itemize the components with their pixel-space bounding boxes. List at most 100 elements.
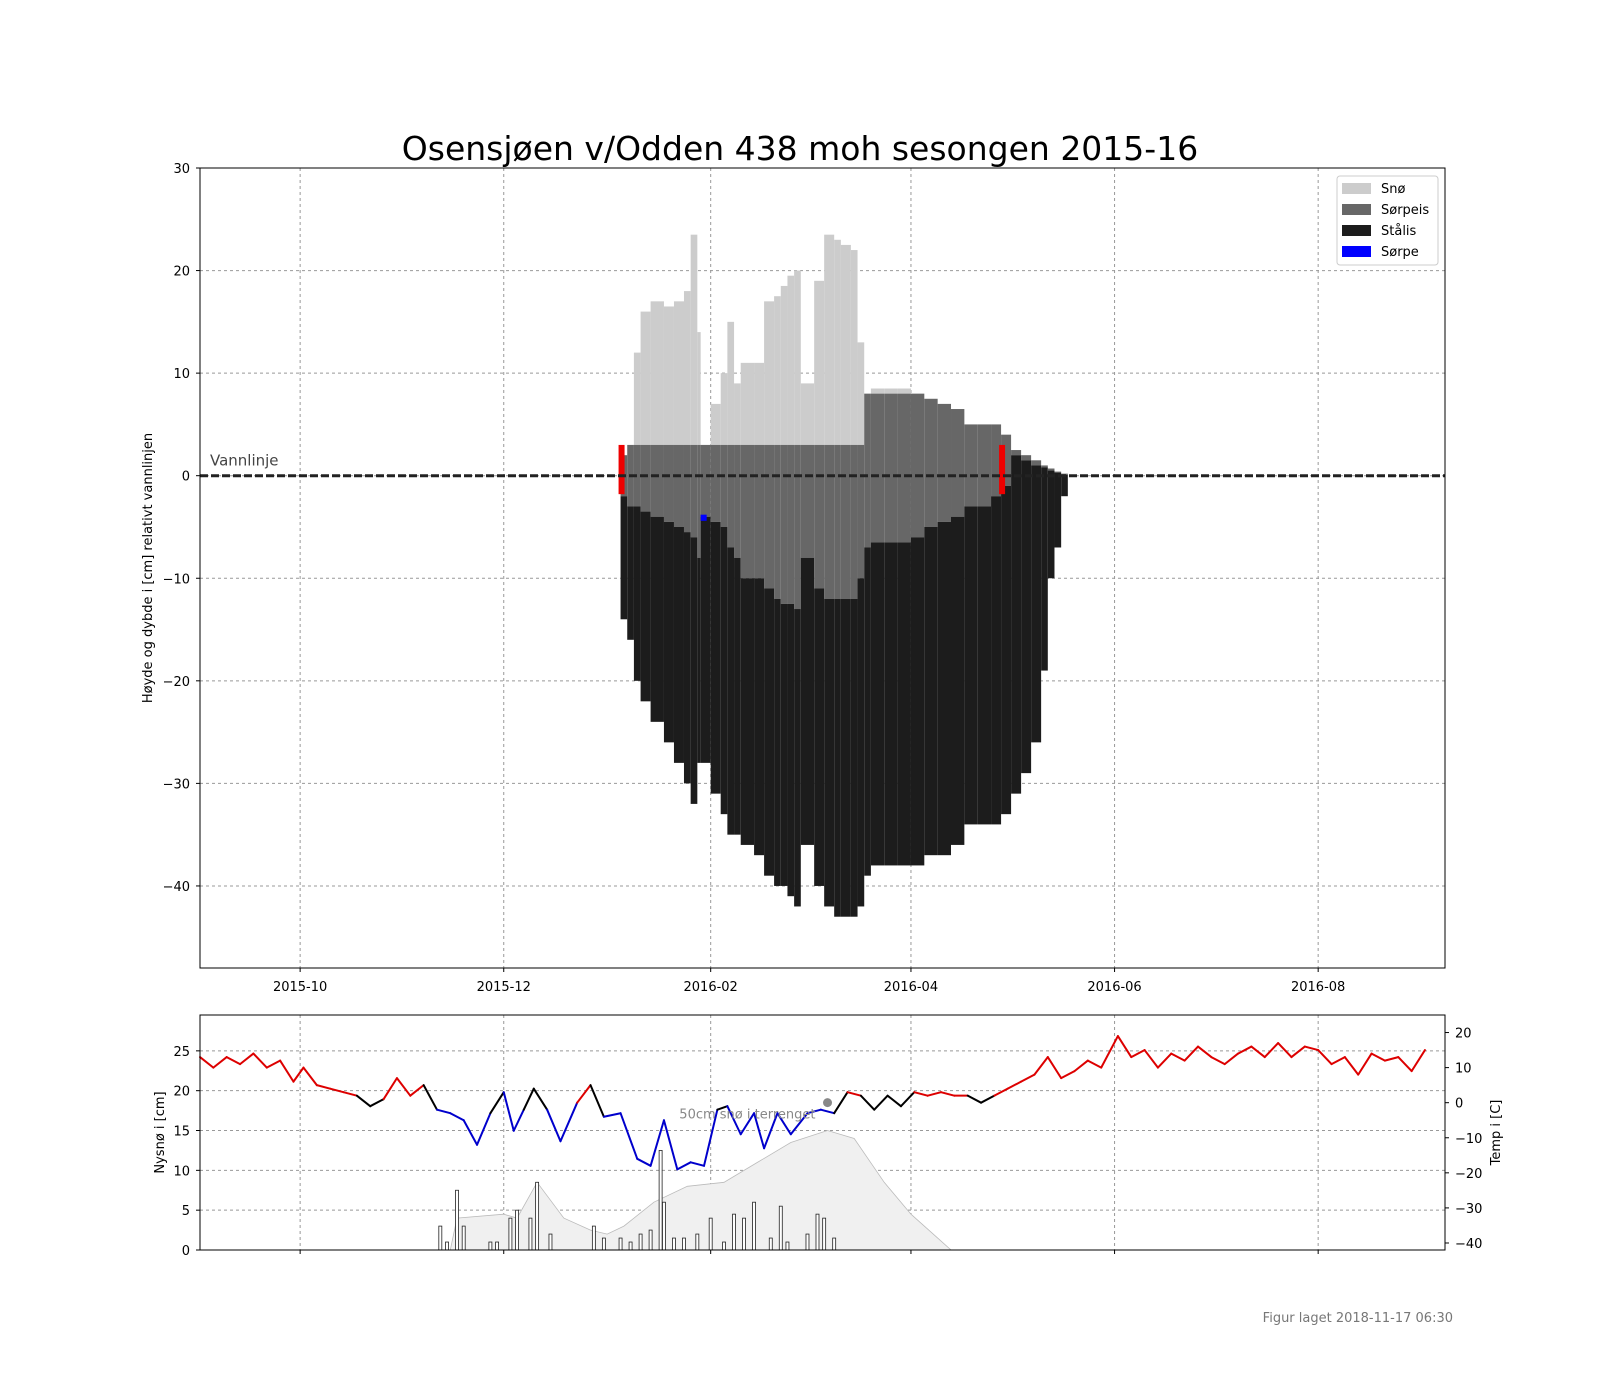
temperature-segment (1343, 1056, 1360, 1076)
waterline-label: Vannlinje (210, 452, 279, 470)
sorpeis-bar (780, 444, 788, 604)
temperature-segment (225, 1056, 242, 1066)
sub-y-tick-label: 25 (173, 1045, 190, 1060)
stalis-bar (683, 532, 691, 784)
sorpeis-bar (910, 393, 925, 538)
stalis-bar (857, 578, 865, 907)
legend-swatch (1342, 225, 1371, 236)
stalis-bar (633, 506, 641, 681)
terrain-snow-marker (823, 1098, 833, 1108)
new-snow-bar (548, 1233, 553, 1251)
weather-chart: 50cm snø i terrenget 0 5 10 15 20 25 20 10 0 −10… (153, 1014, 1504, 1259)
temperature-segment (476, 1112, 492, 1146)
legend-swatch (1342, 183, 1371, 194)
new-snow-bar (495, 1241, 499, 1251)
new-snow-bar (832, 1237, 837, 1251)
stalis-bar (991, 496, 1002, 825)
temperature-segment (703, 1108, 719, 1167)
temperature-segment (1303, 1045, 1320, 1052)
new-snow-bar (591, 1225, 596, 1251)
legend-swatch (1342, 204, 1371, 215)
legend-label: Sørpe (1381, 245, 1419, 260)
stalis-bar (824, 598, 835, 907)
new-snow-bar (742, 1217, 746, 1251)
stalis-bar (690, 537, 698, 804)
chart-title: Osensjøen v/Odden 438 moh sesongen 2015-… (402, 129, 1198, 168)
sorpeis-bar (977, 424, 992, 507)
stalis-bar (910, 537, 925, 866)
stalis-bar (740, 578, 755, 845)
main-y-tick-label: −40 (163, 880, 190, 895)
new-snow-bar (488, 1241, 493, 1251)
sorpeis-bar (710, 444, 721, 522)
sub-y-ticks-left: 0 5 10 15 20 25 (173, 1045, 200, 1259)
figure-timestamp: Figur laget 2018-11-17 06:30 (1263, 1311, 1453, 1326)
new-snow-bar (461, 1225, 466, 1251)
new-snow-axis-label: Nysnø i [cm] (153, 1091, 168, 1173)
temperature-segment (342, 1091, 358, 1097)
sub-y-tick-label: 20 (173, 1085, 190, 1100)
sub-y-ticks-right: 20 10 0 −10 −20 −30 −40 (1445, 1027, 1482, 1252)
temperature-line (199, 1035, 1426, 1171)
legend-label: Stålis (1381, 224, 1417, 239)
sorpeis-bar (740, 444, 755, 579)
sub-axes-frame (199, 1014, 1446, 1251)
stalis-bar (834, 598, 841, 917)
legend: Snø Sørpeis Stålis Sørpe (1336, 175, 1439, 266)
stalis-bar (640, 511, 651, 702)
sorpeis-bar (1001, 434, 1012, 486)
main-y-tick-label: 20 (173, 265, 190, 280)
temperature-segment (716, 1105, 729, 1111)
main-y-tick-label: −10 (163, 572, 190, 587)
snow-bar (633, 352, 641, 445)
snow-bar (814, 280, 825, 445)
temperature-segment (1086, 1059, 1103, 1069)
stalis-bar (764, 588, 775, 876)
new-snow-bars (438, 1150, 837, 1251)
stalis-bar (840, 598, 851, 917)
temperature-segment (899, 1091, 916, 1108)
new-snow-bar (672, 1237, 676, 1251)
main-x-ticks: 2015-10 2015-12 2016-02 2016-04 2016-06 2016-… (273, 968, 1345, 995)
stalis-bar (627, 506, 634, 640)
stalis-bar (787, 603, 795, 897)
sorpeis-bar (924, 398, 938, 527)
temperature-segment (939, 1091, 956, 1097)
sub-y-tick-label-right: −40 (1455, 1237, 1482, 1252)
snow-bar (800, 383, 815, 445)
snow-bar (727, 321, 735, 445)
sorpeis-bar (1047, 468, 1055, 471)
temperature-segment (649, 1119, 665, 1167)
sorpeis-bar (764, 444, 775, 589)
temperature-segment (435, 1108, 452, 1115)
temperature-segment (1410, 1049, 1426, 1073)
temperature-segment (1116, 1035, 1133, 1059)
temperature-segment (502, 1091, 515, 1132)
temperature-segment (859, 1094, 876, 1111)
stalis-bar (964, 506, 978, 825)
legend-label: Sørpeis (1381, 203, 1429, 218)
temperature-segment (292, 1066, 305, 1083)
temperature-segment (1183, 1045, 1200, 1062)
temperature-segment (462, 1119, 479, 1146)
sorpeis-bar (850, 444, 858, 599)
temperature-segment (522, 1087, 535, 1111)
stalis-bar (897, 542, 911, 866)
new-snow-bar (708, 1217, 713, 1251)
stalis-bar (937, 521, 952, 856)
main-y-axis-label: Høyde og dybde i [cm] relativt vannlinje… (141, 433, 156, 703)
stalis-bar (710, 521, 721, 794)
observation-marker (999, 444, 1006, 495)
new-snow-bar (822, 1217, 827, 1251)
new-snow-bar (732, 1213, 736, 1251)
sorpeis-bar (727, 444, 735, 548)
stalis-bar (870, 542, 885, 866)
sorpeis-bar (720, 444, 728, 527)
temperature-segment (726, 1105, 742, 1136)
sorpeis-bar (1011, 450, 1022, 456)
temperature-segment (1263, 1042, 1280, 1059)
temperature-segment (1197, 1045, 1213, 1059)
snow-bar (870, 388, 885, 394)
sub-x-ticks (299, 1250, 1319, 1254)
sorpeis-bar (673, 444, 684, 527)
